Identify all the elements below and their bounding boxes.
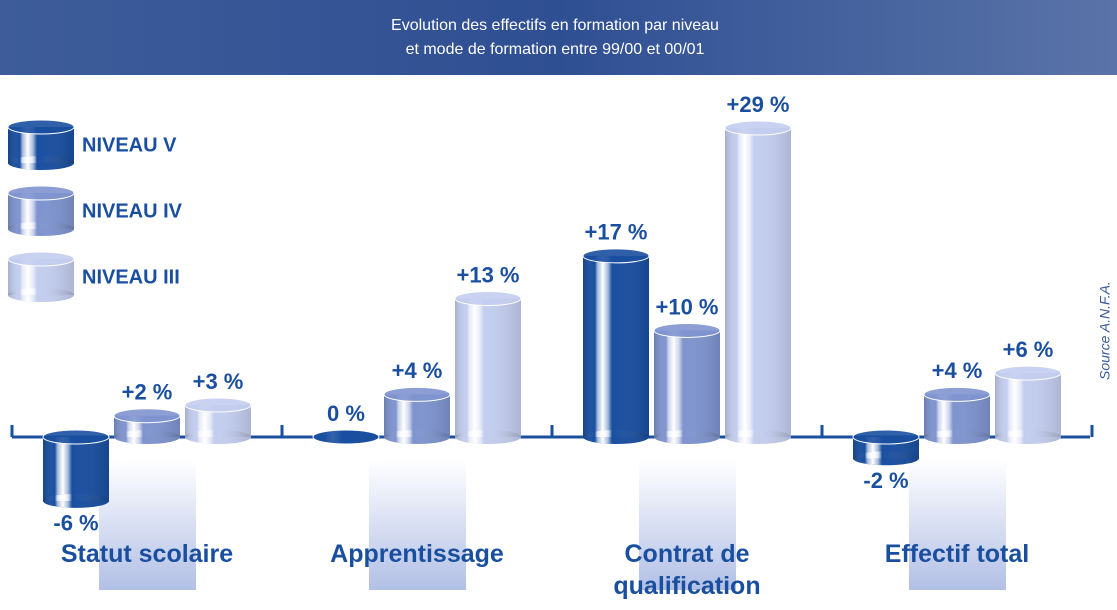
chart: Evolution des effectifs en formation par… [0, 0, 1117, 610]
header-band [0, 0, 1117, 75]
bar-bottom-shine [384, 430, 450, 444]
bar-top [725, 121, 791, 135]
bar-bottom-shine [853, 451, 919, 465]
bar-shine [654, 330, 720, 437]
bar-shine [43, 437, 109, 501]
data-label: +2 % [122, 380, 173, 405]
legend-swatch-bottom-shine [8, 156, 74, 170]
bar-top [43, 430, 109, 444]
data-label: 0 % [327, 401, 365, 426]
data-label: +17 % [585, 220, 648, 245]
data-label: +6 % [1003, 337, 1054, 362]
bar-bottom-shine [924, 430, 990, 444]
bar-bottom-shine [185, 430, 251, 444]
source-note: Source A.N.F.A. [1097, 281, 1113, 380]
legend-label: NIVEAU V [82, 134, 177, 156]
data-label: -2 % [863, 468, 908, 493]
label-backdrop [99, 460, 196, 590]
x-tick-label: Contrat de qualification [562, 538, 812, 602]
bar-top [853, 430, 919, 444]
legend-label: NIVEAU III [82, 266, 180, 288]
bar-shine [995, 373, 1061, 437]
legend-label: NIVEAU IV [82, 200, 183, 222]
chart-title: Evolution des effectifs en formation par… [391, 17, 719, 34]
legend-swatch-bottom-shine [8, 222, 74, 236]
data-label: -6 % [53, 511, 98, 536]
bar-top [455, 291, 521, 305]
bar-bottom-shine [995, 430, 1061, 444]
x-tick-label: Effectif total [832, 538, 1082, 570]
legend-swatch-top [8, 186, 74, 200]
bar-shine [455, 298, 521, 437]
page: Evolution des effectifs en formation par… [0, 0, 1117, 610]
bar-top [384, 387, 450, 401]
bar-bottom-shine [455, 430, 521, 444]
bar-bottom-shine [583, 430, 649, 444]
data-label: +29 % [727, 92, 790, 117]
data-label: +3 % [193, 369, 244, 394]
data-label: +4 % [392, 358, 443, 383]
bar-top [924, 387, 990, 401]
legend-swatch-bottom-shine [8, 288, 74, 302]
bar-bottom-shine [43, 494, 109, 508]
bar-top [583, 249, 649, 263]
data-label: +4 % [932, 358, 983, 383]
bar-top [313, 430, 379, 444]
label-backdrop [369, 460, 466, 590]
bar-shine [583, 256, 649, 437]
x-tick-label: Apprentissage [292, 538, 542, 570]
bar-shine [725, 128, 791, 437]
data-label: +10 % [656, 294, 719, 319]
bar-bottom-shine [725, 430, 791, 444]
bar-bottom-shine [114, 430, 180, 444]
bar-top [654, 323, 720, 337]
label-backdrop [909, 460, 1006, 590]
bar-bottom-shine [654, 430, 720, 444]
legend-swatch-top [8, 120, 74, 134]
legend-swatch-top [8, 252, 74, 266]
bar-top [995, 366, 1061, 380]
chart-title: et mode de formation entre 99/00 et 00/0… [406, 41, 705, 58]
data-label: +13 % [457, 262, 520, 287]
x-tick-label: Statut scolaire [22, 538, 272, 570]
bar-top [114, 409, 180, 423]
bar-top [185, 398, 251, 412]
